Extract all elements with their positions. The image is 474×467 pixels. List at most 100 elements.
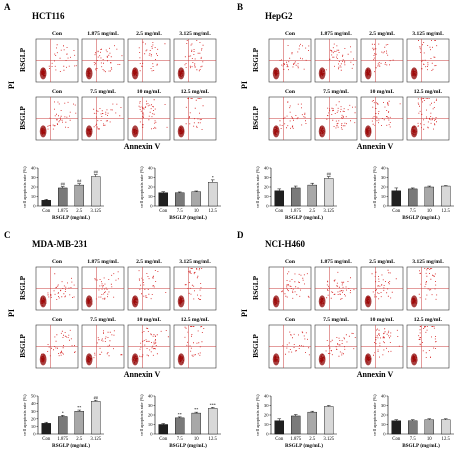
bar: [175, 192, 185, 207]
bar-x-tick-label: Con: [275, 437, 284, 442]
concentration-label: Con: [52, 259, 63, 265]
bar-chart: cell apoptosis rate (%) 0 10 20 30 40 Con 7.5 10…: [139, 166, 221, 221]
flow-dense-population: [410, 353, 418, 366]
concentration-label: 2.5 mg/mL: [369, 31, 395, 37]
bar-chart: cell apoptosis rate (%) 0 10 20 30 40 Con 7.5 10…: [372, 166, 454, 221]
bar-x-axis-title: BSGLP (mg/mL): [402, 442, 440, 449]
concentration-label: 3.125 mg/mL: [179, 259, 211, 265]
bar-y-tick-label: 20: [381, 413, 386, 418]
bar-x-tick-label: Con: [159, 209, 168, 214]
concentration-label: Con: [52, 89, 63, 95]
bar: [391, 420, 401, 435]
bar: [58, 416, 68, 435]
bar: [307, 184, 317, 207]
flow-plot: [127, 324, 171, 369]
bar: [424, 186, 434, 207]
bar-y-axis-title: cell apoptosis rate (%): [372, 394, 377, 436]
flow-dense-population: [131, 125, 139, 138]
bar-x-axis-title: RSGLP (mg/mL): [285, 442, 323, 449]
bar-y-tick-label: 10: [148, 422, 153, 427]
flow-dense-population: [39, 67, 47, 80]
bar-chart: cell apoptosis rate (%) 0 10 20 30 40 Con ## 1.8…: [22, 166, 104, 221]
flow-plot: [127, 38, 171, 83]
bar-x-tick-label: 10: [194, 437, 199, 442]
panel-b: B HepG2 PI RSGLP BSGLP Con 1.875 mg/mL 2.5 mg/m…: [237, 2, 454, 221]
bar-x-tick-label: 7.5: [410, 209, 417, 214]
bar-y-axis-title: cell apoptosis rate (%): [139, 394, 144, 436]
concentration-label: 2.5 mg/mL: [369, 259, 395, 265]
flow-dense-population: [364, 125, 372, 138]
flow-dense-population: [364, 67, 372, 80]
flow-plot: [173, 38, 217, 83]
bar: [441, 185, 451, 207]
flow-dense-population: [318, 353, 326, 366]
concentration-label: 1.875 mg/mL: [87, 31, 119, 37]
bar-y-tick-label: 30: [381, 175, 386, 180]
bar-y-tick-label: 0: [383, 432, 386, 437]
concentration-label: Con: [285, 317, 296, 323]
bar-y-tick-label: 40: [148, 166, 153, 171]
cell-line-title: HepG2: [265, 11, 293, 21]
bar-x-tick-label: Con: [42, 209, 51, 214]
flow-y-axis-label: PI: [240, 81, 249, 89]
flow-plot: [35, 96, 79, 141]
bar-y-tick-label: 30: [381, 403, 386, 408]
bar-x-tick-label: 7.5: [177, 437, 184, 442]
bar-y-tick-label: 0: [33, 204, 36, 209]
flow-dense-population: [177, 67, 185, 80]
concentration-label: 12.5 mg/mL: [181, 317, 210, 323]
bar: [74, 411, 84, 435]
bar: [158, 424, 168, 435]
concentration-label: 10 mg/mL: [137, 89, 162, 95]
flow-dense-population: [131, 67, 139, 80]
bar-x-axis-title: RSGLP (mg/mL): [285, 214, 323, 221]
bar-y-axis-title: cell apoptosis rate (%): [255, 166, 260, 208]
bar-x-tick-label: 12.5: [209, 437, 218, 442]
flow-x-axis-label: Annexin V: [124, 370, 161, 379]
bar: [208, 182, 218, 207]
bar: [191, 191, 201, 207]
bar-y-tick-label: 10: [381, 422, 386, 427]
significance-mark: *: [212, 175, 214, 180]
bar: [158, 192, 168, 207]
bar-x-axis-title: BSGLP (mg/mL): [169, 442, 207, 449]
concentration-label: Con: [52, 31, 63, 37]
concentration-label: Con: [52, 317, 63, 323]
flow-plot: [173, 96, 217, 141]
bar: [291, 415, 301, 435]
bar-y-tick-label: 30: [264, 175, 269, 180]
row-label-rsglp: RSGLP: [252, 275, 260, 300]
bar: [408, 420, 418, 435]
concentration-label: 10 mg/mL: [370, 89, 395, 95]
flow-dense-population: [177, 295, 185, 308]
concentration-label: 7.5 mg/mL: [90, 317, 116, 323]
flow-dense-population: [85, 67, 93, 80]
flow-plot: [81, 266, 125, 311]
significance-mark: ##: [94, 395, 99, 400]
cell-line-title: MDA-MB-231: [32, 239, 88, 249]
flow-dense-population: [85, 125, 93, 138]
bar-chart: cell apoptosis rate (%) 0 10 20 30 40 Con 1.875…: [255, 394, 337, 449]
bar-y-tick-label: 10: [381, 194, 386, 199]
bar-y-tick-label: 20: [148, 413, 153, 418]
bar-x-tick-label: 1.875: [290, 209, 301, 214]
bar-x-tick-label: 12.5: [209, 209, 218, 214]
bar: [274, 190, 284, 207]
concentration-label: 12.5 mg/mL: [181, 89, 210, 95]
flow-events: [366, 100, 401, 136]
bar-y-tick-label: 10: [31, 194, 36, 199]
bar-y-tick-label: 0: [150, 432, 153, 437]
bar-y-tick-label: 40: [264, 394, 269, 399]
significance-mark: ***: [210, 402, 216, 407]
flow-dense-population: [318, 125, 326, 138]
bar-y-tick-label: 40: [381, 394, 386, 399]
flow-plot: [127, 266, 171, 311]
concentration-label: Con: [285, 89, 296, 95]
flow-dense-population: [410, 67, 418, 80]
bar-y-tick-label: 0: [150, 204, 153, 209]
bar-x-axis-title: BSGLP (mg/mL): [402, 214, 440, 221]
panel-letter: B: [237, 2, 243, 12]
bar-y-tick-label: 40: [31, 401, 36, 406]
